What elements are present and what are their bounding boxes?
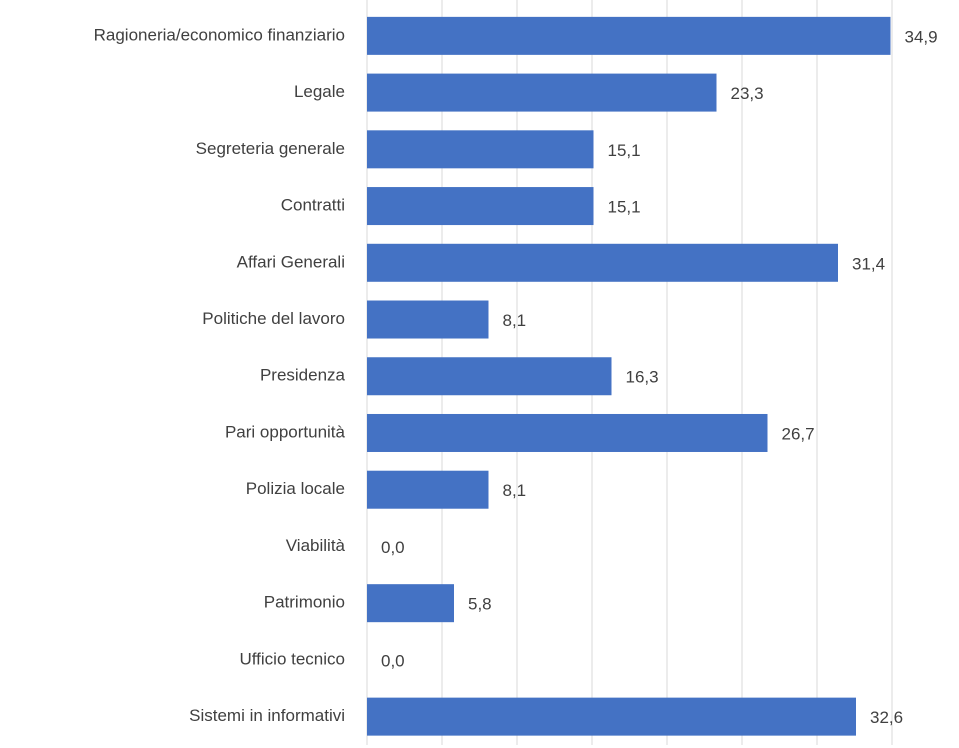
y-tick-label: Politiche del lavoro: [202, 309, 345, 328]
data-label: 16,3: [626, 368, 659, 387]
y-tick-label: Legale: [294, 82, 345, 101]
data-label: 15,1: [608, 198, 641, 217]
data-label: 0,0: [381, 651, 405, 670]
data-label: 31,4: [852, 254, 885, 273]
data-label: 15,1: [608, 141, 641, 160]
bar: [367, 300, 489, 339]
y-tick-label: Presidenza: [260, 366, 346, 385]
y-tick-label: Polizia locale: [246, 479, 345, 498]
data-label: 0,0: [381, 538, 405, 557]
y-tick-label: Sistemi in informativi: [189, 706, 345, 725]
y-tick-label: Affari Generali: [237, 252, 345, 271]
bar: [367, 16, 891, 55]
data-label: 34,9: [905, 27, 938, 46]
y-tick-label: Viabilità: [286, 536, 346, 555]
y-tick-label: Contratti: [281, 196, 345, 215]
data-label: 8,1: [503, 481, 527, 500]
data-label: 26,7: [782, 424, 815, 443]
bar: [367, 697, 856, 736]
y-tick-label: Ragioneria/economico finanziario: [94, 25, 345, 44]
bar: [367, 187, 594, 226]
data-label: 8,1: [503, 311, 527, 330]
data-label: 23,3: [731, 84, 764, 103]
bar: [367, 584, 454, 623]
y-tick-label: Pari opportunità: [225, 422, 346, 441]
bar: [367, 130, 594, 169]
bar: [367, 470, 489, 509]
y-tick-label: Segreteria generale: [196, 139, 345, 158]
data-label: 32,6: [870, 708, 903, 727]
bar: [367, 413, 768, 452]
bar: [367, 73, 717, 112]
data-label: 5,8: [468, 595, 492, 614]
y-tick-label: Patrimonio: [264, 593, 345, 612]
bar: [367, 357, 612, 396]
y-tick-label: Ufficio tecnico: [239, 649, 345, 668]
bar: [367, 243, 838, 282]
